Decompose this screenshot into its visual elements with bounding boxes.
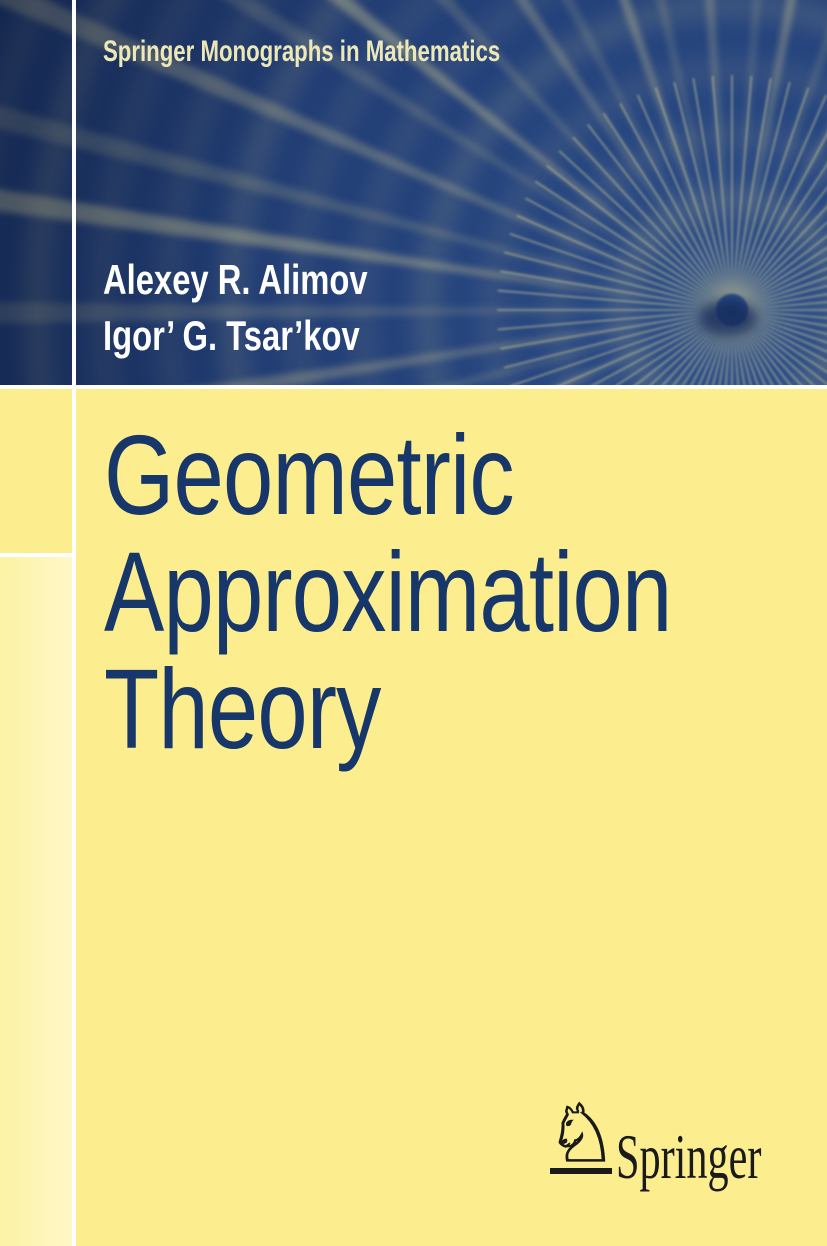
- header-divider-line: [0, 385, 827, 389]
- starburst-art: [0, 0, 827, 385]
- vignette-overlay: [0, 0, 827, 385]
- left-vertical-line: [72, 0, 76, 1246]
- left-strip-divider-line: [0, 553, 72, 557]
- series-title: Springer Monographs in Mathematics: [103, 35, 501, 68]
- book-title: Geometric Approximation Theory: [104, 412, 672, 772]
- author-name-2: Igor’ G. Tsar’kov: [103, 312, 360, 359]
- left-strip-lower: [0, 557, 72, 1246]
- author-names: Alexey R. Alimov Igor’ G. Tsar’kov: [103, 252, 368, 364]
- book-title-line-2: Approximation: [104, 529, 672, 655]
- book-title-line-3: Theory: [104, 646, 381, 772]
- publisher-name: Springer: [616, 1121, 762, 1192]
- book-title-line-1: Geometric: [104, 412, 515, 538]
- springer-horse-icon: ♘: [545, 1087, 618, 1180]
- author-name-1: Alexey R. Alimov: [103, 256, 368, 303]
- springer-horse-underline: [550, 1168, 612, 1174]
